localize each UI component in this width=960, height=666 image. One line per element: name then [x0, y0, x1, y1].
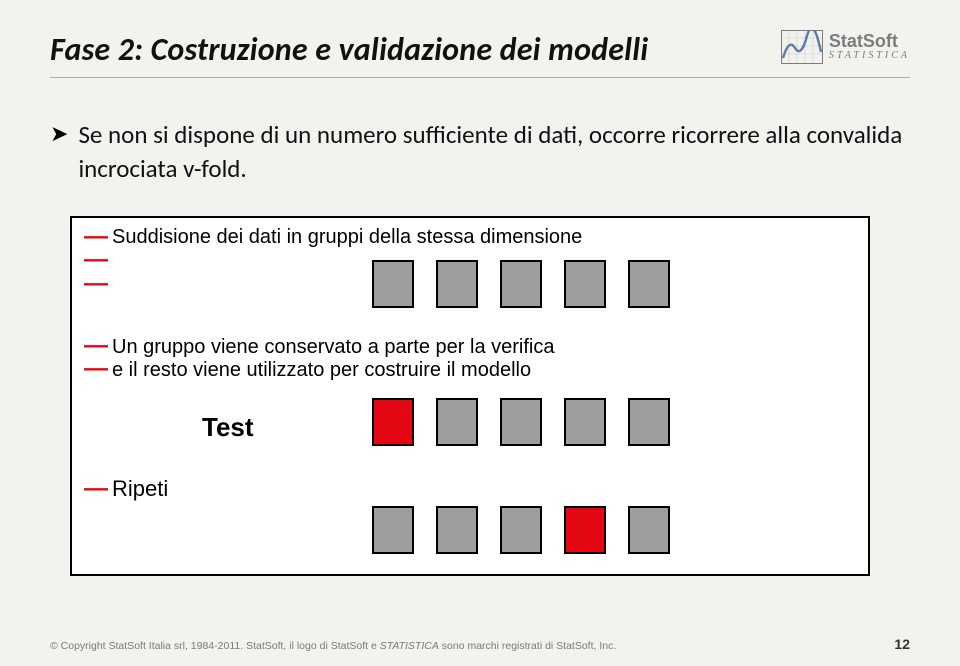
vfold-box: [436, 260, 478, 308]
logo-sub-text: STATISTICA: [829, 51, 910, 62]
vfold-box: [564, 260, 606, 308]
vfold-box: [500, 506, 542, 554]
vfold-box: [628, 398, 670, 446]
dash-icon: —: [84, 227, 108, 247]
vfold-diagram: — Suddisione dei dati in gruppi della st…: [70, 216, 870, 576]
vfold-box: [372, 260, 414, 308]
diagram-line2: Un gruppo viene conservato a parte per l…: [112, 336, 554, 358]
diagram-line1: Suddisione dei dati in gruppi della stes…: [112, 226, 582, 249]
logo-chart-icon: [781, 30, 823, 64]
vfold-box: [436, 398, 478, 446]
footer: © Copyright StatSoft Italia srl, 1984-20…: [50, 636, 910, 652]
vfold-box: [436, 506, 478, 554]
statsoft-logo: StatSoft STATISTICA: [781, 30, 910, 64]
bullet-item: ➤ Se non si dispone di un numero suffici…: [50, 118, 910, 186]
slide-title: Fase 2: Costruzione e validazione dei mo…: [50, 30, 648, 69]
page-number: 12: [894, 636, 910, 652]
dash-icon: —: [84, 479, 108, 499]
repeat-label: Ripeti: [112, 476, 168, 502]
diagram-line3: e il resto viene utilizzato per costruir…: [112, 359, 531, 381]
vfold-box: [372, 506, 414, 554]
vfold-box: [564, 398, 606, 446]
vfold-box: [500, 398, 542, 446]
copyright-text: © Copyright StatSoft Italia srl, 1984-20…: [50, 640, 616, 652]
box-row-1: [372, 260, 670, 308]
box-row-3: [372, 506, 670, 554]
vfold-box: [564, 506, 606, 554]
vfold-box: [628, 506, 670, 554]
test-label: Test: [202, 412, 254, 443]
bullet-arrow-icon: ➤: [50, 121, 68, 147]
vfold-box: [500, 260, 542, 308]
header-divider: [50, 77, 910, 78]
dash-icon: —: [84, 355, 108, 382]
dash-icon: —: [84, 274, 108, 294]
vfold-box: [372, 398, 414, 446]
vfold-box: [628, 260, 670, 308]
box-row-2: [372, 398, 670, 446]
dash-icon: —: [84, 250, 108, 270]
bullet-text: Se non si dispone di un numero sufficien…: [78, 118, 910, 186]
logo-brand-text: StatSoft: [829, 32, 910, 51]
